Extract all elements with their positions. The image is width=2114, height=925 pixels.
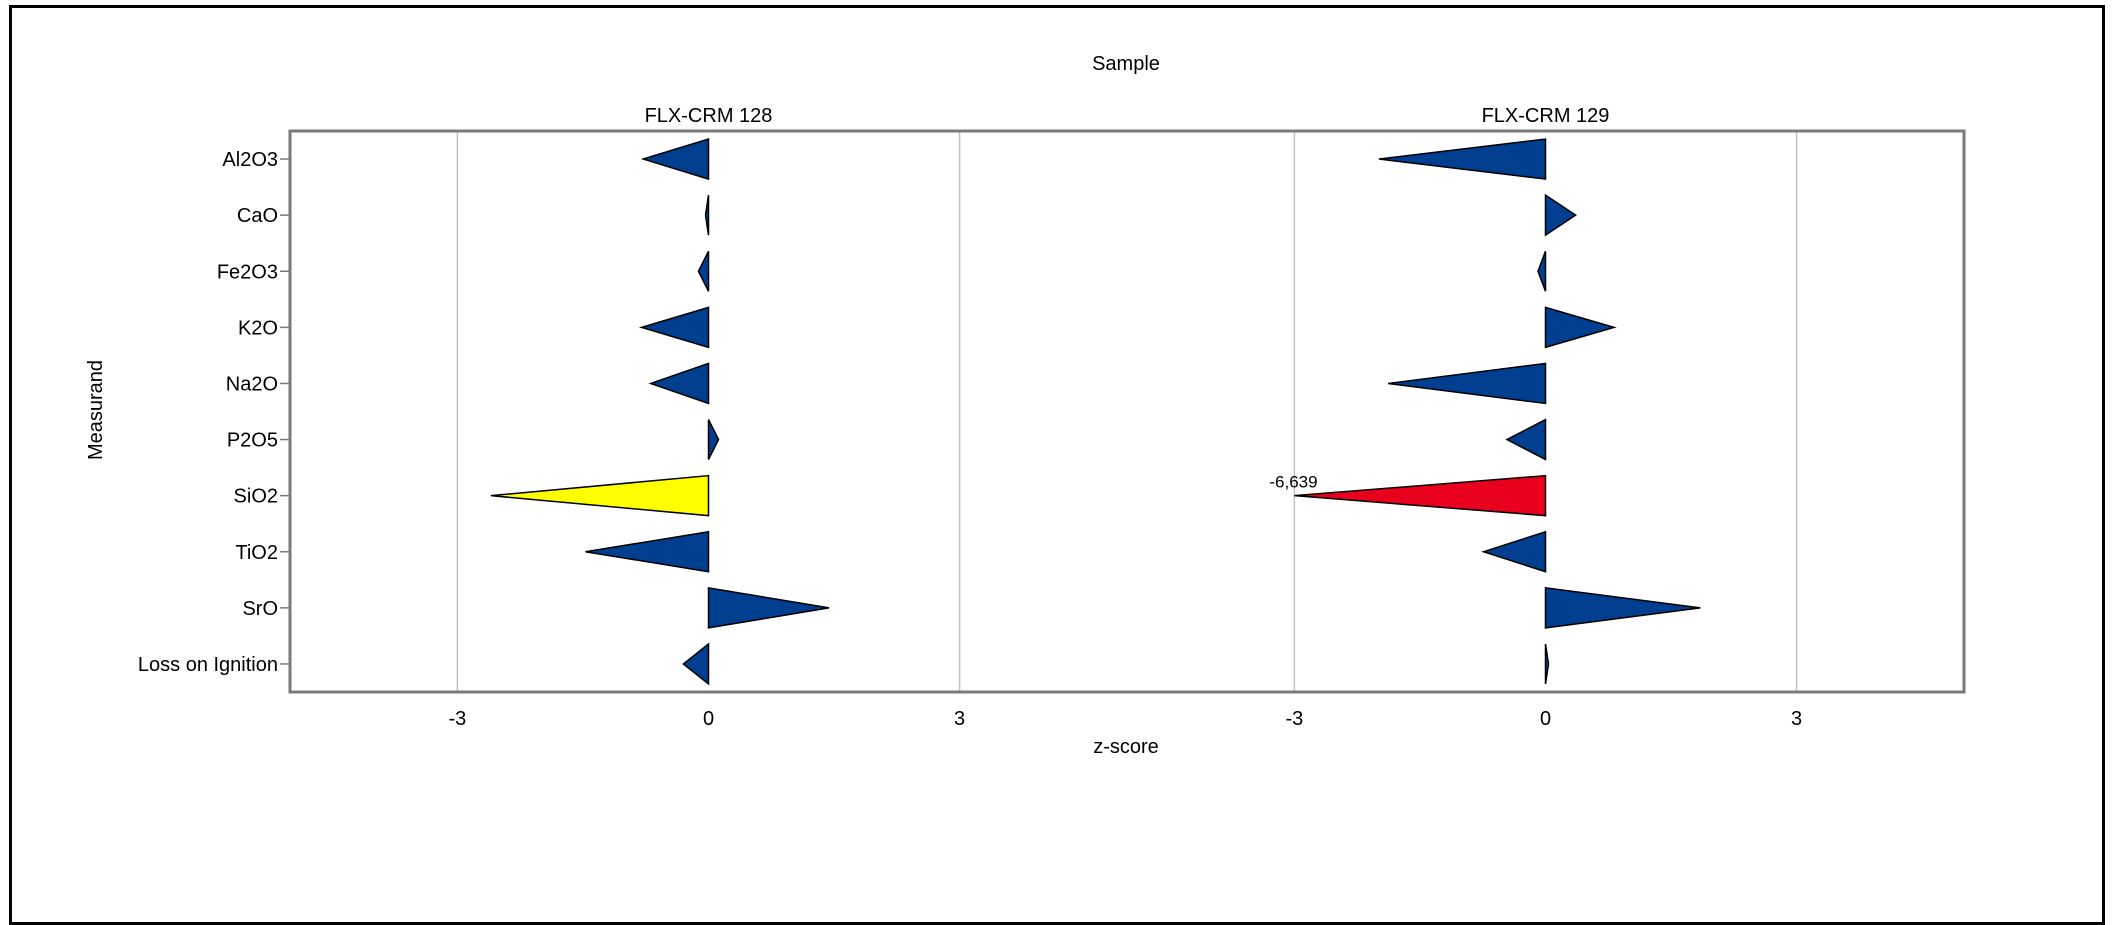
bar-flx-crm-128-na2o — [648, 362, 710, 405]
bar-flx-crm-128-al2o3 — [640, 138, 710, 181]
bar-flx-crm-129-fe2o3 — [1537, 250, 1547, 292]
y-tick-label: Na2O — [226, 373, 278, 395]
y-tick-label: CaO — [237, 205, 278, 227]
y-axis-label: Measurand — [85, 360, 107, 460]
x-tick-label: 3 — [1791, 708, 1802, 730]
bar-flx-crm-129-k2o — [1544, 306, 1617, 349]
x-tick-label: -3 — [1286, 708, 1304, 730]
bar-flx-crm-129-sio2 — [1294, 474, 1547, 517]
y-tick-label: K2O — [238, 317, 278, 339]
x-tick-label: 0 — [703, 708, 714, 730]
bar-flx-crm-128-cao — [704, 195, 710, 236]
panel-title: FLX-CRM 129 — [1482, 105, 1610, 127]
y-tick-label: Loss on Ignition — [138, 654, 278, 676]
bar-flx-crm-128-loss-on-ignition — [682, 642, 710, 686]
bar-flx-crm-128-sro — [707, 586, 830, 629]
bar-flx-crm-129-loss-on-ignition — [1544, 643, 1550, 685]
x-tick-label: 0 — [1540, 708, 1551, 730]
bar-flx-crm-128-p2o5 — [707, 419, 720, 460]
bar-flx-crm-128-k2o — [638, 306, 710, 349]
y-tick-label: SiO2 — [234, 486, 278, 508]
bar-flx-crm-129-na2o — [1388, 362, 1547, 405]
bar-flx-crm-129-cao — [1544, 193, 1577, 237]
y-tick-label: Fe2O3 — [217, 261, 278, 283]
y-tick-label: Al2O3 — [222, 149, 278, 171]
y-tick-label: P2O5 — [227, 430, 278, 452]
bar-flx-crm-128-fe2o3 — [697, 250, 710, 292]
bar-flx-crm-129-tio2 — [1481, 530, 1547, 573]
x-axis-label: z-score — [1093, 736, 1159, 758]
plot-border — [288, 129, 1966, 694]
bar-flx-crm-129-p2o5 — [1505, 418, 1547, 461]
chart-title: Sample — [1092, 53, 1160, 75]
panel-title: FLX-CRM 128 — [645, 105, 773, 127]
data-label: -6,639 — [1269, 473, 1317, 492]
bar-flx-crm-128-tio2 — [585, 530, 710, 573]
x-tick-label: 3 — [954, 708, 965, 730]
bar-flx-crm-129-sro — [1544, 586, 1701, 629]
bar-flx-crm-128-sio2 — [490, 474, 710, 517]
x-tick-label: -3 — [449, 708, 467, 730]
y-tick-label: SrO — [242, 598, 278, 620]
y-tick-label: TiO2 — [235, 542, 278, 564]
bar-flx-crm-129-al2o3 — [1378, 138, 1547, 180]
